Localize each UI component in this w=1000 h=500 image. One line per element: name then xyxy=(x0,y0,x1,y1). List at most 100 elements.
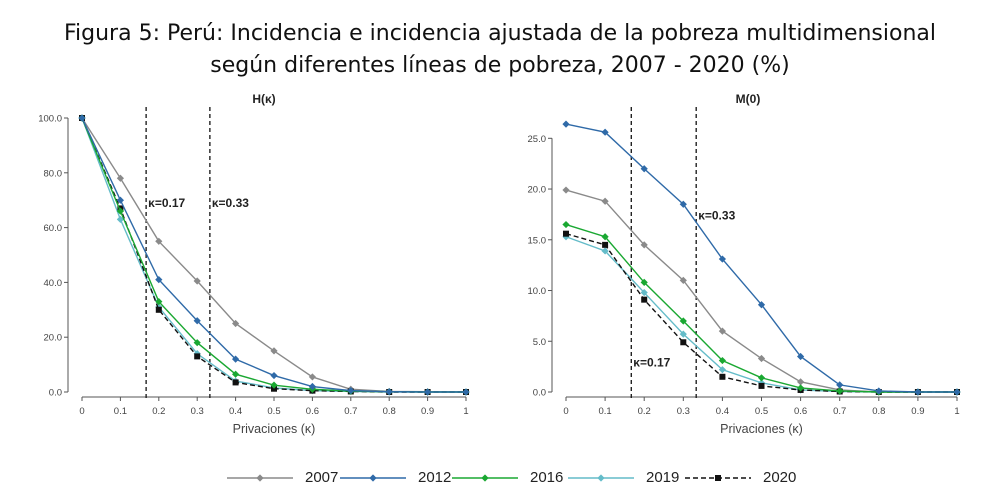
x-tick-label: 0.8 xyxy=(383,406,396,417)
x-tick-label: 0.9 xyxy=(421,406,434,417)
data-point-2012 xyxy=(232,355,240,363)
legend-swatch-2020 xyxy=(685,475,751,481)
legend-swatch-2016 xyxy=(452,474,518,482)
x-tick-label: 0.2 xyxy=(152,406,165,417)
chart-panel-2: M(0) 0.0 5.0 10.0 15.0 20.0 25.0 0 0.1 0.2 0.3 0.4 0… xyxy=(528,92,961,436)
x-tick-label: 0.3 xyxy=(191,406,204,417)
data-point-2012 xyxy=(462,388,470,396)
series-2007 xyxy=(78,114,470,396)
data-point-2012 xyxy=(679,200,687,208)
legend-label-2012: 2012 xyxy=(418,469,452,486)
data-point-2019 xyxy=(679,330,687,338)
data-point-2007 xyxy=(116,174,124,182)
x-tick-label: 0 xyxy=(79,406,84,417)
reference-line-label-1: κ=0.17 xyxy=(633,356,670,370)
legend-label-2016: 2016 xyxy=(530,469,564,486)
data-point-2019 xyxy=(718,366,726,374)
x-tick-label: 0.5 xyxy=(755,406,768,417)
data-point-2007 xyxy=(270,347,278,355)
x-axis-label: Privaciones (κ) xyxy=(720,422,803,436)
reference-line-label-1: κ=0.17 xyxy=(148,196,185,210)
series-line-2012 xyxy=(565,123,957,393)
data-point-2016 xyxy=(601,233,609,241)
data-point-2020 xyxy=(602,241,609,248)
data-point-2012 xyxy=(116,196,124,204)
data-point-2012 xyxy=(347,387,355,395)
data-point-2016 xyxy=(679,317,687,325)
data-point-2016 xyxy=(757,374,766,382)
x-tick-label: 0.7 xyxy=(833,406,846,417)
chart-title: H(κ) xyxy=(252,92,275,106)
y-tick-label: 80.0 xyxy=(44,168,63,179)
data-point-2020 xyxy=(232,379,239,386)
y-tick-label: 0.0 xyxy=(49,388,62,399)
y-tick-label: 15.0 xyxy=(528,235,547,246)
legend-label-2007: 2007 xyxy=(305,469,339,486)
legend-swatch-2019 xyxy=(568,474,634,482)
data-point-2007 xyxy=(797,378,805,386)
figure-title: Figura 5: Perú: Incidencia e incidencia … xyxy=(0,18,1000,82)
data-point-2016 xyxy=(718,356,726,365)
data-point-2016 xyxy=(270,381,278,389)
x-tick-label: 0.4 xyxy=(229,406,242,417)
y-tick-label: 20.0 xyxy=(44,333,63,344)
data-point-2012 xyxy=(601,128,609,136)
x-tick-label: 0.6 xyxy=(306,406,319,417)
reference-line-label-2: κ=0.33 xyxy=(698,208,735,222)
y-tick-label: 0.0 xyxy=(533,388,546,399)
legend-marker-2016 xyxy=(481,474,489,482)
data-point-2020 xyxy=(194,353,201,360)
x-tick-label: 1 xyxy=(463,406,468,417)
reference-line-label-2: κ=0.33 xyxy=(212,196,249,210)
data-point-2012 xyxy=(308,382,316,391)
data-point-2016 xyxy=(116,207,124,215)
data-point-2007 xyxy=(601,197,609,205)
x-tick-label: 0 xyxy=(563,406,568,417)
data-point-2007 xyxy=(155,237,163,245)
data-point-2019 xyxy=(757,379,766,387)
series-2012 xyxy=(78,114,470,396)
data-point-2020 xyxy=(719,373,726,380)
series-2020 xyxy=(563,230,960,395)
legend-marker-2012 xyxy=(369,474,377,482)
y-tick-label: 25.0 xyxy=(528,134,547,145)
data-point-2012 xyxy=(797,352,805,361)
data-point-2019 xyxy=(601,247,609,255)
data-point-2012 xyxy=(424,388,432,396)
legend-marker-2020 xyxy=(715,475,721,481)
data-point-2012 xyxy=(953,388,961,396)
data-point-2020 xyxy=(155,306,162,313)
series-2012 xyxy=(562,120,961,396)
data-point-2007 xyxy=(679,276,687,284)
x-tick-label: 0.7 xyxy=(344,406,357,417)
legend-swatch-2012 xyxy=(340,474,406,482)
data-point-2007 xyxy=(562,186,570,194)
data-point-2019 xyxy=(116,215,124,223)
x-tick-label: 1 xyxy=(954,406,959,417)
y-tick-label: 20.0 xyxy=(528,185,547,196)
data-point-2012 xyxy=(836,381,844,389)
data-point-2012 xyxy=(640,165,648,173)
chart-panel-1: H(κ) 0.0 20.0 40.0 60.0 80.0 100.0 0 0.1 0.2 0.3 0.… xyxy=(38,92,470,436)
series-line-2020 xyxy=(565,233,957,393)
y-tick-label: 100.0 xyxy=(38,114,62,125)
data-point-2012 xyxy=(385,388,393,396)
x-tick-label: 0.1 xyxy=(114,406,127,417)
data-point-2020 xyxy=(758,382,765,389)
data-point-2012 xyxy=(562,120,570,128)
data-point-2007 xyxy=(757,354,766,363)
x-tick-label: 0.1 xyxy=(598,406,611,417)
x-tick-label: 0.3 xyxy=(677,406,690,417)
y-tick-label: 40.0 xyxy=(44,278,63,289)
data-point-2020 xyxy=(641,296,648,303)
y-tick-label: 60.0 xyxy=(44,223,63,234)
data-point-2016 xyxy=(155,297,163,306)
data-point-2012 xyxy=(718,255,726,263)
data-point-2012 xyxy=(78,114,86,122)
data-point-2012 xyxy=(914,388,922,396)
legend-marker-2007 xyxy=(256,474,264,482)
data-point-2020 xyxy=(680,339,687,346)
data-point-2012 xyxy=(875,387,883,395)
data-point-2016 xyxy=(836,387,844,395)
